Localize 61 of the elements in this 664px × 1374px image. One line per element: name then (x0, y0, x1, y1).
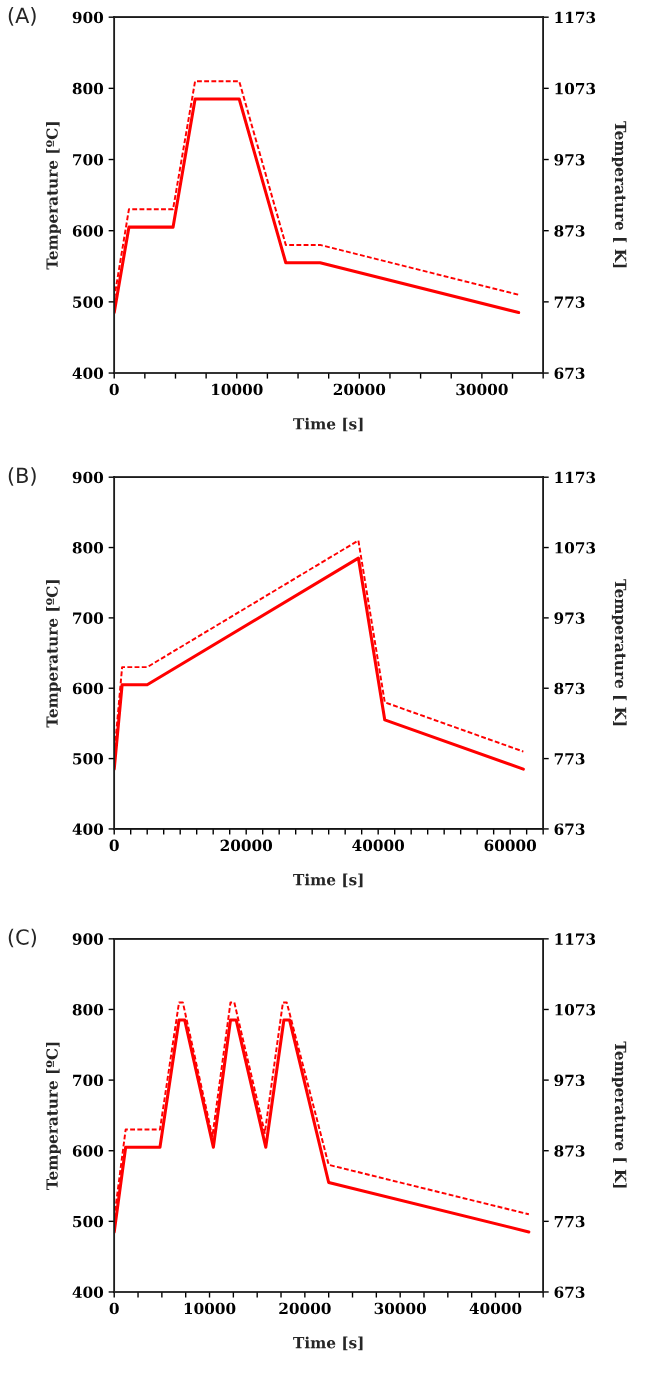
y2-tick-label: 973 (554, 1074, 585, 1087)
y-tick-label: 400 (72, 1286, 104, 1298)
y-tick-label: 700 (73, 612, 104, 624)
y2-tick-label: 773 (554, 1215, 585, 1228)
y2-tick-label: 1173 (555, 933, 596, 945)
y2-tick-label: 773 (554, 296, 585, 308)
y-tick-label: 900 (72, 471, 104, 484)
text: (B) (8, 467, 36, 486)
y-tick-label: 500 (73, 753, 104, 765)
y-tick-label: 400 (72, 823, 104, 835)
y-tick-label: 700 (73, 153, 104, 166)
y2-tick-label: 973 (554, 612, 585, 624)
text: (C) (8, 928, 36, 948)
y2-tick-label: 1073 (555, 82, 596, 95)
y-axis-title: Temperature [ºC] (46, 1042, 61, 1190)
y2-tick-label: 1073 (555, 1003, 596, 1016)
y2-axis-title: Temperature [ K] (611, 579, 627, 726)
y-tick-label: 900 (72, 11, 104, 24)
y-tick-label: 700 (73, 1074, 104, 1087)
y-axis-title: Temperature [ºC] (46, 122, 61, 270)
x-tick-label: 10000 (212, 383, 263, 396)
text: (A) (8, 7, 36, 26)
x-axis-title: Time [s] (293, 873, 363, 888)
x-tick-label: 40000 (352, 839, 405, 852)
y2-tick-label: 1173 (555, 471, 596, 484)
y2-tick-label: 673 (554, 367, 585, 380)
x-tick-label: 0 (109, 839, 119, 852)
y-tick-label: 800 (72, 542, 104, 554)
y2-axis-title: Temperature [ K] (611, 121, 627, 268)
x-tick-label: 30000 (456, 383, 508, 396)
y-tick-label: 800 (72, 1003, 104, 1016)
y2-tick-label: 1073 (555, 542, 596, 554)
y2-tick-label: 673 (554, 823, 585, 835)
y-tick-label: 600 (72, 1145, 104, 1157)
x-tick-label: 20000 (333, 383, 386, 396)
x-tick-label: 40000 (469, 1302, 522, 1315)
x-tick-label: 10000 (184, 1302, 236, 1315)
y-tick-label: 900 (72, 933, 104, 945)
y2-tick-label: 673 (554, 1286, 585, 1298)
x-tick-label: 30000 (374, 1302, 427, 1315)
y-axis-title: Temperature [ºC] (46, 580, 61, 728)
y2-tick-label: 873 (554, 682, 585, 695)
x-tick-label: 0 (109, 1302, 119, 1315)
y-tick-label: 400 (72, 367, 104, 380)
y2-tick-label: 1173 (555, 11, 596, 24)
y-tick-label: 800 (72, 82, 104, 95)
x-tick-label: 20000 (220, 839, 273, 852)
y2-tick-label: 773 (554, 753, 585, 765)
x-axis-title: Time [s] (293, 1336, 363, 1351)
x-tick-label: 60000 (484, 839, 537, 852)
x-tick-label: 0 (109, 383, 119, 396)
y-tick-label: 600 (72, 682, 104, 695)
y-tick-label: 500 (73, 1215, 104, 1228)
y2-tick-label: 873 (554, 225, 585, 237)
y2-tick-label: 873 (554, 1145, 585, 1157)
y-tick-label: 600 (72, 225, 104, 237)
x-tick-label: 20000 (279, 1302, 331, 1315)
x-axis-title: Time [s] (293, 417, 363, 432)
y2-axis-title: Temperature [ K] (611, 1041, 627, 1188)
y-tick-label: 500 (73, 296, 104, 308)
y2-tick-label: 973 (554, 153, 585, 166)
